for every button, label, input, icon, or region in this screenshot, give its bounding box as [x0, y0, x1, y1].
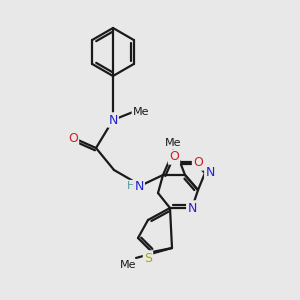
Text: N: N: [205, 166, 215, 178]
Text: Me: Me: [120, 260, 136, 270]
Text: Me: Me: [165, 138, 181, 148]
Text: H: H: [127, 181, 135, 191]
Text: S: S: [144, 251, 152, 265]
Text: O: O: [68, 133, 78, 146]
Text: O: O: [169, 151, 179, 164]
Text: N: N: [134, 179, 144, 193]
Text: O: O: [193, 157, 203, 169]
Text: Me: Me: [133, 107, 149, 117]
Text: N: N: [108, 113, 118, 127]
Text: N: N: [187, 202, 197, 214]
